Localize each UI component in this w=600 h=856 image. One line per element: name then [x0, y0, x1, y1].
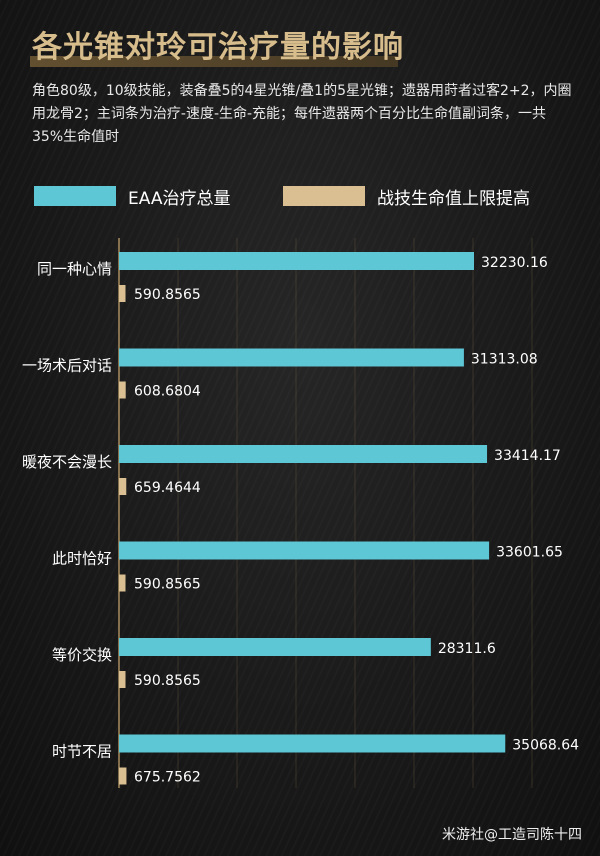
- chart-title: 各光锥对玲可治疗量的影响: [32, 30, 404, 65]
- bar-skill-hp: [119, 285, 126, 302]
- bar-eaa: [119, 252, 474, 270]
- data-label-eaa: 28311.6: [438, 641, 496, 657]
- legend-label-skill-hp: 战技生命值上限提高: [377, 189, 530, 209]
- data-label-eaa: 32230.16: [481, 255, 548, 271]
- bar-eaa: [119, 348, 464, 367]
- bar-eaa: [119, 541, 490, 560]
- category-label: 时节不居: [52, 743, 112, 761]
- data-label-skill-hp: 608.6804: [134, 384, 201, 400]
- bar-skill-hp: [119, 574, 126, 592]
- data-label-eaa: 35068.64: [512, 738, 579, 754]
- watermark: 米游社@工造司陈十四: [442, 827, 582, 843]
- legend-label-eaa: EAA治疗总量: [128, 189, 231, 209]
- legend-swatch-skill-hp: [283, 186, 365, 206]
- category-label: 暖夜不会漫长: [22, 453, 112, 471]
- category-label: 一场术后对话: [22, 357, 112, 375]
- category-label: 等价交换: [52, 646, 112, 664]
- data-label-skill-hp: 659.4644: [134, 480, 201, 496]
- bar-skill-hp: [119, 767, 127, 785]
- data-label-eaa: 31313.08: [471, 352, 538, 368]
- legend-swatch-eaa: [34, 186, 116, 206]
- bar-skill-hp: [119, 478, 127, 495]
- category-label: 同一种心情: [37, 260, 112, 278]
- bar-eaa: [119, 734, 506, 753]
- bar-eaa: [119, 638, 431, 656]
- bar-eaa: [119, 445, 488, 463]
- data-label-skill-hp: 675.7562: [134, 770, 201, 786]
- chart-subtitle: 角色80级，10级技能，装备叠5的4星光锥/叠1的5星光锥；遗器用莳者过客2+2…: [32, 83, 572, 145]
- title-underline: [30, 56, 398, 67]
- data-label-eaa: 33414.17: [494, 448, 561, 464]
- bar-skill-hp: [119, 671, 126, 688]
- data-label-skill-hp: 590.8565: [134, 673, 201, 689]
- category-label: 此时恰好: [52, 550, 112, 568]
- data-label-eaa: 33601.65: [496, 545, 563, 561]
- bar-skill-hp: [119, 381, 126, 399]
- data-label-skill-hp: 590.8565: [134, 287, 201, 303]
- data-label-skill-hp: 590.8565: [134, 577, 201, 593]
